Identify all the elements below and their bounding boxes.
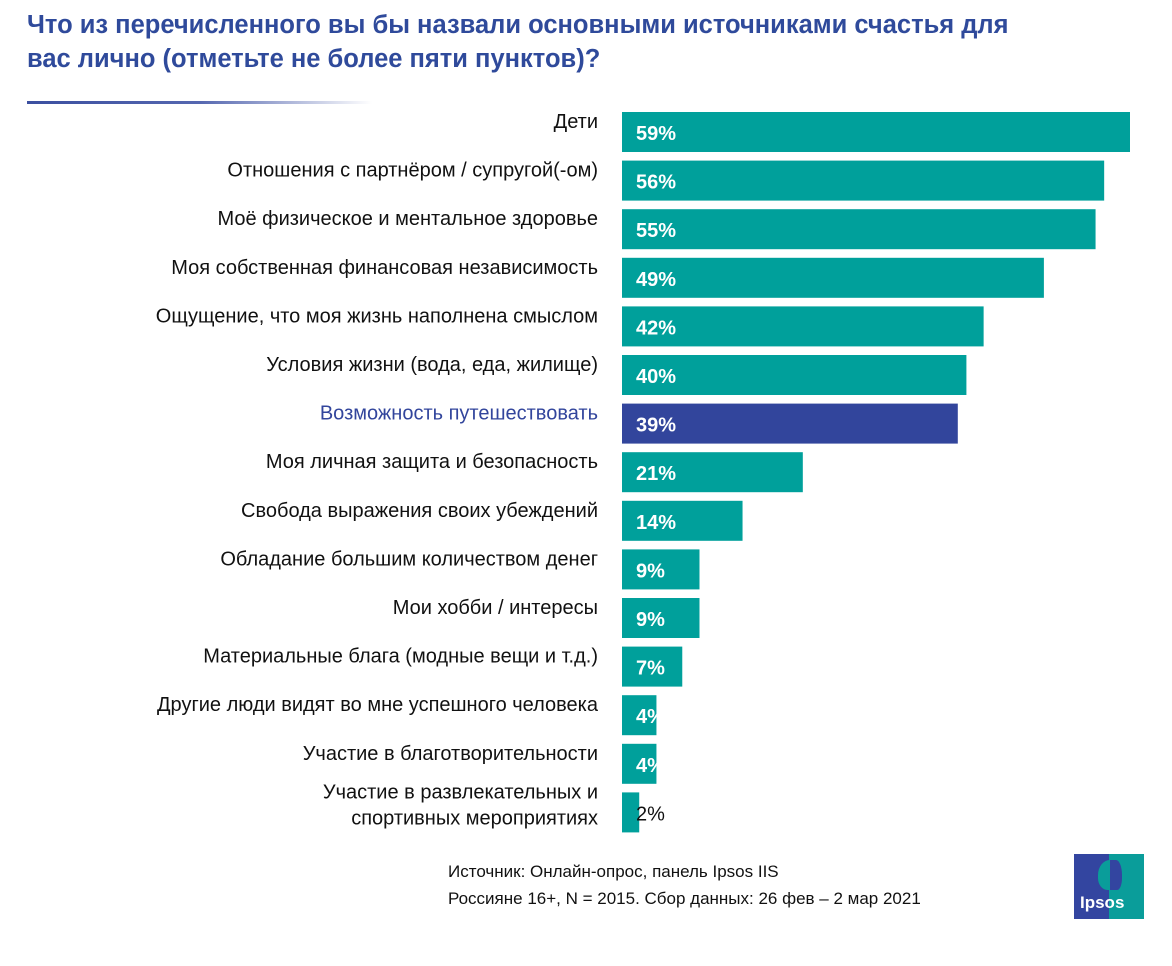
source-note: Источник: Онлайн-опрос, панель Ipsos IIS… [448, 858, 921, 912]
ipsos-logo: Ipsos [1074, 854, 1144, 919]
category-label: Моё физическое и ментальное здоровье [217, 208, 598, 230]
source-line-2: Россияне 16+, N = 2015. Сбор данных: 26 … [448, 889, 921, 908]
category-label: Моя личная защита и безопасность [266, 451, 598, 473]
value-label: 55% [636, 220, 676, 242]
value-label: 7% [636, 658, 665, 680]
bar [622, 403, 958, 444]
value-label: 39% [636, 415, 676, 437]
value-label: 59% [636, 123, 676, 145]
category-label: Участие в развлекательных и спортивных ме… [323, 781, 598, 829]
bar-chart: Дети 59% Отношения с партнёром / супругой(… [156, 111, 1130, 833]
bar [622, 792, 640, 833]
bar [622, 743, 657, 784]
category-label: Свобода выражения своих убеждений [241, 500, 598, 522]
bar [622, 549, 700, 590]
bar [622, 646, 683, 687]
value-label: 56% [636, 172, 676, 194]
category-label: Мои хобби / интересы [393, 597, 598, 619]
value-label: 2% [636, 803, 665, 825]
bar [622, 257, 1044, 298]
chart-title: Что из перечисленного вы бы назвали осно… [27, 11, 1009, 73]
value-label: 21% [636, 463, 676, 485]
value-label: 4% [636, 755, 665, 777]
category-label: Возможность путешествовать [320, 403, 598, 425]
category-label: Участие в благотворительности [303, 743, 598, 765]
bar [622, 160, 1105, 201]
category-label: Ощущение, что моя жизнь наполнена смысло… [156, 305, 598, 327]
source-line-1: Источник: Онлайн-опрос, панель Ipsos IIS [448, 862, 779, 881]
value-label: 9% [636, 560, 665, 582]
bar [622, 112, 1130, 152]
bar [622, 598, 700, 638]
category-label: Условия жизни (вода, еда, жилище) [266, 354, 598, 376]
bar [622, 452, 803, 493]
category-label: Отношения с партнёром / супругой(-ом) [227, 160, 598, 182]
category-label: Дети [554, 111, 598, 133]
category-label: Обладание большим количеством денег [220, 548, 598, 570]
value-label: 9% [636, 609, 665, 631]
value-label: 40% [636, 366, 676, 388]
value-label: 4% [636, 706, 665, 728]
title-underline [27, 101, 372, 104]
logo-text: Ipsos [1080, 893, 1125, 912]
value-label: 49% [636, 269, 676, 291]
bar [622, 306, 984, 347]
category-label: Моя собственная финансовая независимость [171, 257, 598, 279]
bar [622, 695, 657, 736]
value-label: 14% [636, 512, 676, 534]
bar [622, 355, 967, 395]
bar [622, 500, 743, 541]
category-label: Материальные блага (модные вещи и т.д.) [203, 646, 598, 668]
category-label: Другие люди видят во мне успешного челов… [157, 694, 599, 716]
bar [622, 209, 1096, 250]
value-label: 42% [636, 317, 676, 339]
